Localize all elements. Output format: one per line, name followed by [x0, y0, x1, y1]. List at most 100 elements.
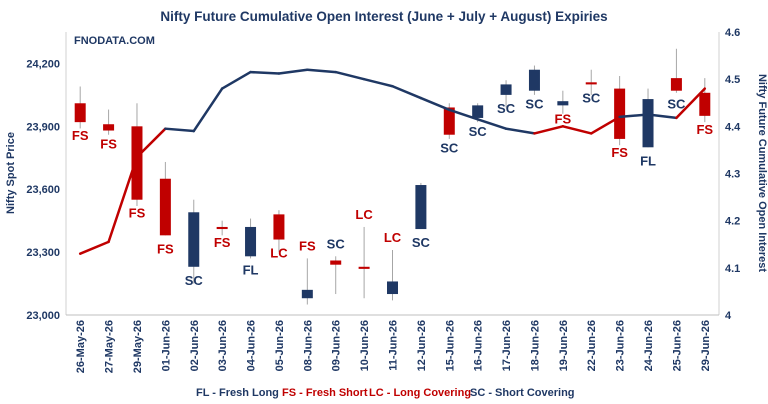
candle-body	[301, 289, 313, 299]
x-tick-label: 24-Jun-26	[643, 320, 655, 371]
candle-label: FS	[100, 137, 117, 152]
y2-tick-label: 4.4	[725, 121, 741, 133]
candle-body	[699, 92, 711, 116]
brand-watermark: FNODATA.COM	[74, 35, 155, 47]
candle-body	[131, 126, 143, 200]
oi-line-segment	[220, 70, 252, 90]
x-tick-label: 19-Jun-26	[558, 320, 570, 371]
candle-label: SC	[185, 273, 204, 288]
candle-label: FS	[129, 206, 146, 221]
y-axis-title: Nifty Spot Price	[5, 132, 17, 214]
candle-body	[472, 105, 484, 118]
candle-label: SC	[582, 90, 601, 105]
y2-tick-label: 4	[725, 310, 732, 322]
candle-body	[642, 99, 654, 148]
candle-body	[358, 266, 370, 269]
candle-body	[528, 69, 540, 91]
candle-label: SC	[327, 236, 346, 251]
x-tick-label: 15-Jun-26	[444, 320, 456, 371]
legend-item: FS - Fresh Short	[282, 387, 368, 399]
candle-body	[585, 82, 597, 85]
legend-item: SC - Short Covering	[470, 387, 575, 399]
oi-line-segment	[448, 108, 479, 121]
oi-line-segment	[618, 113, 650, 119]
candle-body	[614, 88, 626, 139]
oi-line-segment	[277, 68, 309, 75]
oi-line-segment	[164, 127, 196, 133]
candles-layer	[74, 48, 711, 305]
candle-body	[670, 78, 682, 91]
y-tick-label: 23,000	[26, 310, 60, 322]
candle-label: SC	[469, 124, 488, 139]
y-tick-label: 23,300	[26, 247, 60, 259]
candle-body	[216, 226, 228, 230]
x-tick-label: 23-Jun-26	[615, 320, 627, 371]
oi-line-layer	[78, 68, 707, 255]
legend-item: LC - Long Covering	[369, 387, 471, 399]
oi-line-segment	[192, 87, 224, 133]
candle-label: SC	[412, 235, 431, 250]
x-tick-label: 05-Jun-26	[274, 320, 286, 371]
y2-tick-label: 4.1	[725, 263, 740, 275]
ticks-layer: 23,000 23,300 23,600 23,900 24,200 4 4.1 4.2 4.3…	[26, 27, 741, 373]
oi-line-segment	[561, 125, 593, 135]
candle-label: FS	[214, 235, 231, 250]
x-tick-label: 29-May-26	[132, 320, 144, 373]
y-tick-label: 23,900	[26, 121, 60, 133]
candle-body	[500, 84, 512, 95]
oi-line-segment	[476, 118, 508, 130]
candle-label: FL	[243, 262, 259, 277]
oi-line-segment	[589, 115, 621, 135]
oi-line-segment	[533, 125, 565, 135]
x-tick-label: 04-Jun-26	[246, 320, 258, 371]
candle-label: FS	[299, 238, 316, 253]
x-tick-label: 17-Jun-26	[501, 320, 513, 371]
candle-label: FS	[696, 122, 713, 137]
x-tick-label: 11-Jun-26	[388, 320, 400, 371]
legend-item: FL - Fresh Long	[196, 387, 279, 399]
x-tick-label: 02-Jun-26	[189, 320, 201, 371]
candle-label: SC	[440, 141, 459, 156]
oi-line-segment	[135, 127, 167, 159]
candle-body	[245, 226, 257, 257]
oi-line-segment	[504, 127, 536, 135]
x-tick-label: 12-Jun-26	[416, 320, 428, 371]
x-tick-label: 09-Jun-26	[331, 320, 343, 371]
oi-line-segment	[646, 113, 678, 120]
y2-tick-label: 4.5	[725, 74, 740, 86]
candle-label: FL	[640, 153, 656, 168]
candle-body	[74, 103, 86, 123]
x-tick-label: 25-Jun-26	[671, 320, 683, 371]
x-tick-label: 26-May-26	[75, 320, 87, 373]
oi-line-segment	[78, 240, 110, 255]
candle-body	[387, 281, 398, 295]
x-tick-label: 27-May-26	[104, 320, 116, 373]
candle-label: SC	[497, 101, 516, 116]
candle-body	[443, 107, 455, 135]
candle-body	[557, 101, 569, 106]
candle-label: SC	[667, 97, 686, 112]
candle-body	[103, 124, 115, 131]
y2-axis-title: Nifty Future Cumulative Open Interest	[756, 74, 768, 272]
oi-line-segment	[249, 70, 281, 75]
x-tick-label: 08-Jun-26	[302, 320, 314, 371]
candle-label: LC	[384, 230, 402, 245]
oi-line-segment	[675, 87, 707, 120]
candle-body	[273, 214, 285, 240]
labels-layer: FS FS FS FS SC FS FL LC FS SC LC LC SC SC SC SC SC FS SC FS…	[72, 90, 714, 287]
legend-layer: FL - Fresh Long FS - Fresh Short LC - Long…	[196, 387, 575, 399]
candle-label: FS	[72, 128, 89, 143]
candle-body	[415, 185, 427, 230]
x-tick-label: 29-Jun-26	[700, 320, 712, 371]
candle-body	[159, 178, 171, 236]
x-tick-label: 10-Jun-26	[359, 320, 371, 371]
x-tick-label: 03-Jun-26	[217, 320, 229, 371]
chart-title: Nifty Future Cumulative Open Interest (J…	[160, 9, 607, 24]
x-tick-label: 22-Jun-26	[586, 320, 598, 371]
candle-label: FS	[611, 145, 628, 160]
oi-line-segment	[334, 70, 366, 81]
oi-line-segment	[306, 68, 337, 74]
x-tick-label: 18-Jun-26	[529, 320, 541, 371]
candle-label: SC	[525, 97, 544, 112]
